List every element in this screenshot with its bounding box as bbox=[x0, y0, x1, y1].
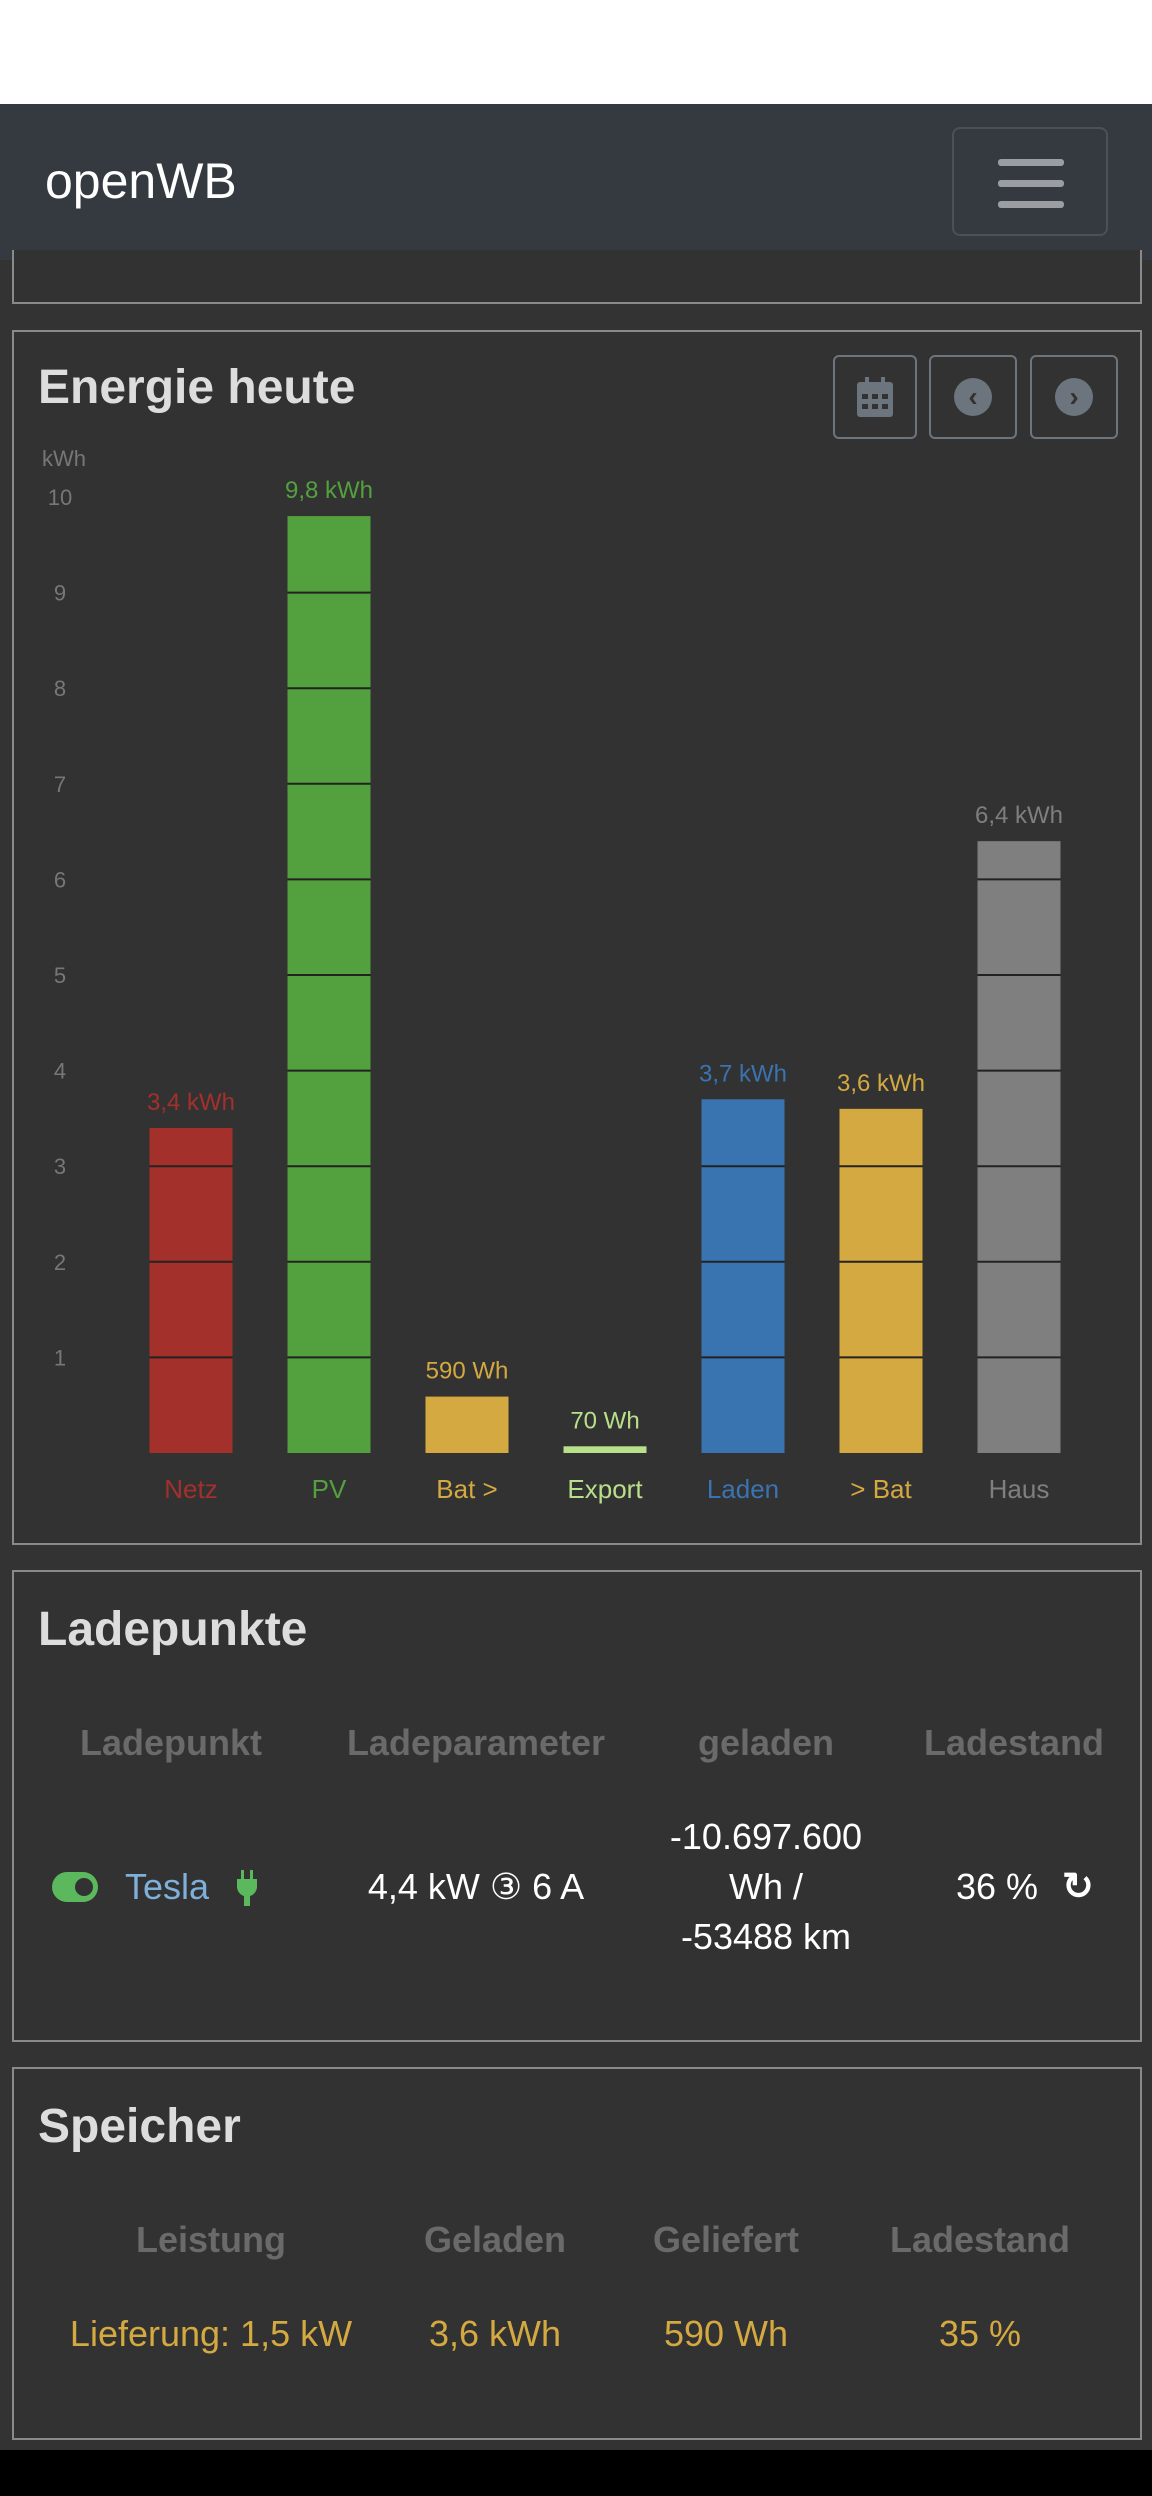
y-tick-label: 4 bbox=[54, 1059, 66, 1084]
bar-pv bbox=[287, 516, 371, 1453]
charged-km: -53488 km bbox=[680, 1916, 852, 1957]
y-tick-label: 10 bbox=[48, 485, 72, 510]
column-header: Ladepunkt bbox=[79, 1722, 263, 1763]
data-label: 3,7 kWh bbox=[699, 1060, 787, 1087]
y-tick-label: 7 bbox=[54, 772, 66, 797]
charge-toggle[interactable] bbox=[52, 1872, 98, 1902]
toggle-knob bbox=[75, 1878, 93, 1896]
bar-bat bbox=[425, 1396, 509, 1453]
column-header: Geladen bbox=[423, 2219, 567, 2260]
charged-wh: -10.697.600 bbox=[669, 1816, 863, 1857]
y-tick-label: 8 bbox=[54, 676, 66, 701]
hamburger-icon-bar bbox=[998, 180, 1064, 187]
energy-chart: kWh 1 2 3 4 5 6 7 8 9 10 3,4 kWh Netz 9,8 kWh PV 590 Wh… bbox=[42, 446, 1063, 1504]
plug-icon bbox=[237, 1870, 257, 1906]
data-label: 70 Wh bbox=[570, 1407, 639, 1434]
status-area bbox=[0, 0, 1152, 104]
battery-charged: 3,6 kWh bbox=[428, 2313, 562, 2354]
category-label: Export bbox=[567, 1474, 643, 1504]
data-label: 3,4 kWh bbox=[147, 1089, 235, 1116]
category-label: > Bat bbox=[850, 1474, 912, 1504]
chargepoint-name[interactable]: Tesla bbox=[124, 1866, 210, 1907]
data-label: 3,6 kWh bbox=[837, 1070, 925, 1097]
data-label: 6,4 kWh bbox=[975, 802, 1063, 829]
chevron-left-icon: ‹ bbox=[954, 378, 992, 416]
card-title: Speicher bbox=[38, 2100, 241, 2153]
soc-value: 36 % bbox=[955, 1866, 1039, 1907]
battery-power: Lieferung: 1,5 kW bbox=[69, 2313, 353, 2354]
category-label: Netz bbox=[164, 1474, 217, 1504]
navbar: openWB bbox=[0, 104, 1152, 260]
card-title: Energie heute bbox=[38, 361, 356, 414]
bar-bat bbox=[839, 1108, 923, 1453]
charged-unit: Wh / bbox=[728, 1866, 804, 1907]
menu-button[interactable] bbox=[952, 127, 1108, 236]
refresh-soc-icon[interactable]: ↻ bbox=[1062, 1866, 1094, 1908]
speicher-card: Speicher Leistung Geladen Geliefert Lade… bbox=[12, 2067, 1142, 2440]
previous-day-button[interactable]: ‹ bbox=[929, 355, 1017, 439]
hamburger-icon-bar bbox=[998, 201, 1064, 208]
column-header: Ladeparameter bbox=[346, 1722, 606, 1763]
chevron-right-icon: › bbox=[1055, 378, 1093, 416]
bar-laden bbox=[701, 1099, 785, 1453]
ladepunkte-card: Ladepunkte Ladepunkt Ladeparameter gelad… bbox=[12, 1570, 1142, 2042]
previous-card bbox=[12, 250, 1142, 304]
y-tick-label: 5 bbox=[54, 963, 66, 988]
y-tick-label: 1 bbox=[54, 1345, 66, 1370]
column-header: Ladestand bbox=[923, 1722, 1105, 1763]
bar-netz bbox=[149, 1127, 233, 1453]
y-axis-label: kWh bbox=[42, 446, 86, 471]
y-tick-label: 2 bbox=[54, 1250, 66, 1275]
category-label: Bat > bbox=[436, 1474, 497, 1504]
next-day-button[interactable]: › bbox=[1030, 355, 1118, 439]
category-label: PV bbox=[312, 1474, 347, 1504]
data-label: 590 Wh bbox=[426, 1358, 509, 1385]
card-title: Ladepunkte bbox=[38, 1603, 308, 1656]
system-nav-bar bbox=[0, 2450, 1152, 2496]
bar-export bbox=[563, 1446, 647, 1453]
battery-soc: 35 % bbox=[938, 2313, 1022, 2354]
column-header: geladen bbox=[697, 1722, 835, 1763]
calendar-button[interactable] bbox=[833, 355, 917, 439]
battery-delivered: 590 Wh bbox=[663, 2313, 789, 2354]
column-header: Leistung bbox=[136, 2219, 286, 2260]
category-label: Haus bbox=[989, 1474, 1050, 1504]
charge-parameters: 4,4 kW ③ 6 A bbox=[367, 1866, 585, 1907]
y-tick-label: 9 bbox=[54, 581, 66, 606]
energy-card: Energie heute ‹ › kWh 1 2 3 4 5 6 7 8 9 10 3,4 kWh N… bbox=[12, 330, 1142, 1545]
column-header: Geliefert bbox=[652, 2219, 800, 2260]
column-header: Ladestand bbox=[889, 2219, 1071, 2260]
calendar-icon bbox=[857, 377, 893, 417]
bar-haus bbox=[977, 841, 1061, 1453]
charged-energy: -10.697.600 Wh / -53488 km bbox=[670, 1812, 862, 1962]
y-tick-label: 3 bbox=[54, 1154, 66, 1179]
hamburger-icon bbox=[998, 159, 1064, 166]
brand[interactable]: openWB bbox=[45, 153, 237, 209]
category-label: Laden bbox=[707, 1474, 779, 1504]
y-tick-label: 6 bbox=[54, 867, 66, 892]
data-label: 9,8 kWh bbox=[285, 477, 373, 504]
